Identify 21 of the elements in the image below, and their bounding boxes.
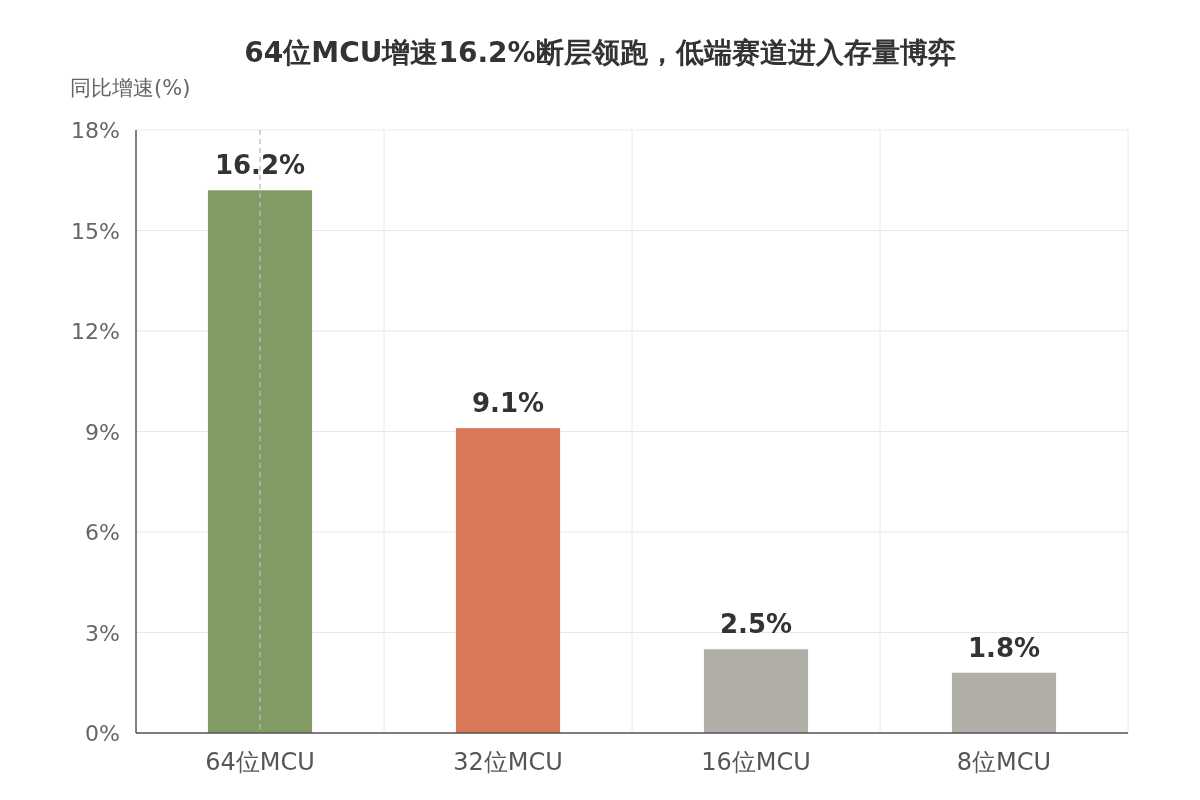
data-label: 2.5%	[719, 609, 793, 640]
x-tick-label: 64位MCU	[205, 748, 315, 776]
y-tick-label: 6%	[85, 520, 120, 545]
y-tick-label: 0%	[85, 721, 120, 746]
data-label: 1.8%	[967, 632, 1041, 663]
y-tick-label: 12%	[71, 319, 120, 344]
y-tick-label: 15%	[71, 218, 120, 244]
data-label: 9.1%	[471, 388, 545, 419]
x-tick-label: 8位MCU	[956, 748, 1052, 776]
bar	[455, 428, 561, 733]
bar	[951, 672, 1057, 733]
bar	[703, 649, 809, 733]
x-tick-label: 32位MCU	[453, 748, 563, 776]
y-tick-label: 3%	[85, 620, 120, 646]
data-label: 16.2%	[214, 150, 306, 181]
y-tick-label: 18%	[71, 118, 120, 143]
chart-title: 64位MCU增速16.2%断层领跑，低端赛道进入存量博弈	[244, 36, 956, 69]
y-tick-label: 9%	[85, 419, 120, 445]
bar	[207, 190, 313, 733]
y-axis-title: 同比增速(%)	[70, 76, 191, 100]
x-tick-label: 16位MCU	[701, 748, 811, 776]
